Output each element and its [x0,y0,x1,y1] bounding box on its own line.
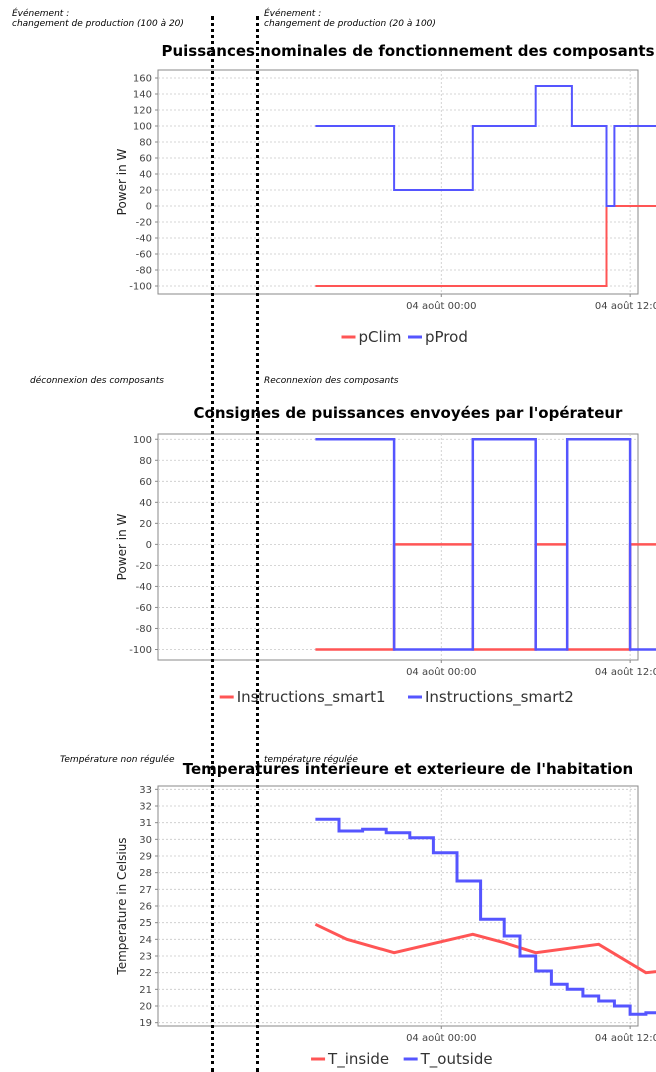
y-axis-label: Power in W [115,149,129,216]
event-line-1 [211,16,214,1072]
x-tick-label: 04 août 00:00 [406,300,476,312]
y-tick-label: 0 [146,202,152,213]
annotation-regulated: température régulée [264,755,358,765]
y-tick-label: 28 [139,868,152,879]
annotation-event1-title: Événement : [12,9,70,19]
y-tick-label: 20 [139,1002,152,1013]
y-tick-label: 21 [139,985,152,996]
y-tick-label: 160 [133,74,152,85]
legend-label: T_outside [420,1050,493,1069]
y-tick-label: 140 [133,90,152,101]
legend-label: T_inside [327,1050,389,1069]
y-tick-label: -20 [136,218,152,229]
legend-label: pProd [425,328,468,346]
y-tick-label: 31 [139,818,152,829]
y-tick-label: 100 [133,435,152,446]
y-tick-label: 60 [139,477,152,488]
y-tick-label: 20 [139,519,152,530]
y-tick-label: 120 [133,106,152,117]
chart-operator-setpoints: Consignes de puissances envoyées par l'o… [115,404,656,707]
annotation-reconnect: Reconnexion des composants [264,376,399,386]
annotation-event2: Événement : changement de production (20… [264,9,436,29]
annotation-disconnect: déconnexion des composants [30,376,164,386]
y-tick-label: 29 [139,852,152,863]
chart-title: Puissances nominales de fonctionnement d… [161,42,654,60]
chart-title: Temperatures interieure et exterieure de… [183,762,633,778]
y-tick-label: 24 [139,935,152,946]
annotation-event2-title: Événement : [264,9,322,19]
y-tick-label: -100 [129,282,152,293]
chart-nominal-power: Puissances nominales de fonctionnement d… [115,42,656,346]
y-tick-label: 26 [139,902,152,913]
y-tick-label: -80 [136,266,152,277]
legend-label: Instructions_smart1 [237,688,386,707]
series-line-T_outside [315,817,656,1016]
y-tick-label: 19 [139,1018,152,1029]
plot-area [157,433,639,661]
y-tick-label: 32 [139,802,152,813]
chart-title: Consignes de puissances envoyées par l'o… [194,404,624,422]
y-tick-label: -60 [136,250,152,261]
x-tick-label: 04 août 12:00 [595,300,656,312]
y-tick-label: -40 [136,234,152,245]
series-line-pClim [315,205,656,287]
y-tick-label: -60 [136,603,152,614]
plot-area [157,69,639,295]
legend-label: Instructions_smart2 [425,688,574,707]
annotation-event1-detail: changement de production (100 à 20) [12,19,184,29]
annotation-unregulated: Température non régulée [60,755,175,765]
x-tick-label: 04 août 12:00 [595,666,656,678]
x-tick-label: 04 août 00:00 [406,666,476,678]
y-tick-label: 40 [139,170,152,181]
y-tick-label: -20 [136,561,152,572]
chart-temperatures: Temperatures interieure et exterieure de… [115,762,656,1069]
y-tick-label: 22 [139,968,152,979]
y-tick-label: 25 [139,918,152,929]
annotation-event1: Événement : changement de production (10… [12,9,184,29]
y-tick-label: 27 [139,885,152,896]
y-tick-label: -40 [136,582,152,593]
y-tick-label: 23 [139,952,152,963]
y-axis-label: Temperature in Celsius [115,837,129,975]
y-tick-label: 40 [139,498,152,509]
y-tick-label: 60 [139,154,152,165]
x-tick-label: 04 août 00:00 [406,1032,476,1044]
y-tick-label: 20 [139,186,152,197]
y-tick-label: 80 [139,456,152,467]
y-tick-label: 100 [133,122,152,133]
x-tick-label: 04 août 12:00 [595,1032,656,1044]
series-line-pProd [315,85,656,207]
legend-label: pClim [359,328,402,346]
y-tick-label: 30 [139,835,152,846]
series-line-Instructions_smart2 [315,438,656,651]
series-line-T_inside [314,922,656,975]
event-line-2 [256,16,259,1072]
y-tick-label: 80 [139,138,152,149]
y-tick-label: 0 [146,540,152,551]
y-tick-label: 33 [139,785,152,796]
y-tick-label: -100 [129,645,152,656]
annotation-event2-detail: changement de production (20 à 100) [264,19,436,29]
y-tick-label: -80 [136,624,152,635]
y-axis-label: Power in W [115,514,129,581]
